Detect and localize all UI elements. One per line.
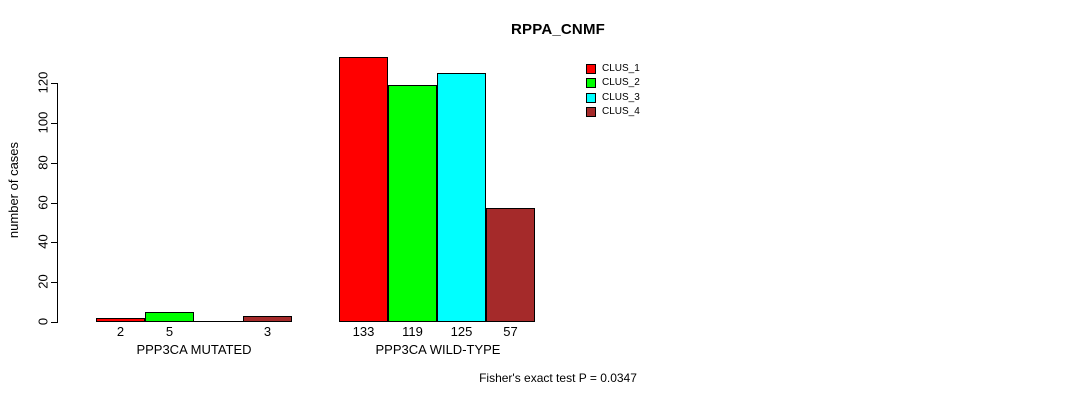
y-tick xyxy=(51,163,57,164)
group-label-wild-type: PPP3CA WILD-TYPE xyxy=(375,342,501,357)
y-tick-label: 20 xyxy=(35,274,51,289)
y-axis-line xyxy=(57,83,58,323)
group-label-mutated: PPP3CA MUTATED xyxy=(136,342,252,357)
y-tick-label: 80 xyxy=(35,155,51,170)
y-tick-label: 60 xyxy=(35,195,51,210)
legend-label: CLUS_3 xyxy=(602,92,640,103)
y-axis-label: number of cases xyxy=(6,141,21,239)
bar-value-label: 2 xyxy=(116,324,125,339)
legend-swatch xyxy=(586,93,596,103)
bar-value-label: 119 xyxy=(402,324,423,339)
y-tick-label: 40 xyxy=(35,234,51,249)
bar-value-label: 3 xyxy=(263,324,272,339)
bar xyxy=(243,316,292,322)
bar-value-label: 57 xyxy=(503,324,518,339)
y-tick xyxy=(51,203,57,204)
bar-value-label: 133 xyxy=(352,324,375,339)
bar-value-label: 125 xyxy=(450,324,473,339)
y-tick xyxy=(51,242,57,243)
legend-label: CLUS_4 xyxy=(602,106,640,117)
bar-value-label: 5 xyxy=(165,324,174,339)
y-tick xyxy=(51,282,57,283)
legend-swatch xyxy=(586,107,596,117)
y-tick xyxy=(51,322,57,323)
bar xyxy=(437,73,486,322)
legend-label: CLUS_1 xyxy=(602,63,640,74)
legend-label: CLUS_2 xyxy=(602,77,640,88)
y-tick-label: 0 xyxy=(35,317,51,326)
bar xyxy=(194,321,243,322)
bar xyxy=(388,85,437,322)
y-tick xyxy=(51,123,57,124)
bar xyxy=(486,208,535,322)
chart-title: RPPA_CNMF xyxy=(510,21,606,38)
y-tick-label: 120 xyxy=(35,71,51,94)
bar xyxy=(145,312,194,322)
bar xyxy=(339,57,388,322)
y-tick xyxy=(51,83,57,84)
legend-swatch xyxy=(586,78,596,88)
bar xyxy=(96,318,145,322)
pvalue-annotation: Fisher's exact test P = 0.0347 xyxy=(479,371,637,385)
legend-swatch xyxy=(586,64,596,74)
y-tick-label: 100 xyxy=(35,111,51,134)
